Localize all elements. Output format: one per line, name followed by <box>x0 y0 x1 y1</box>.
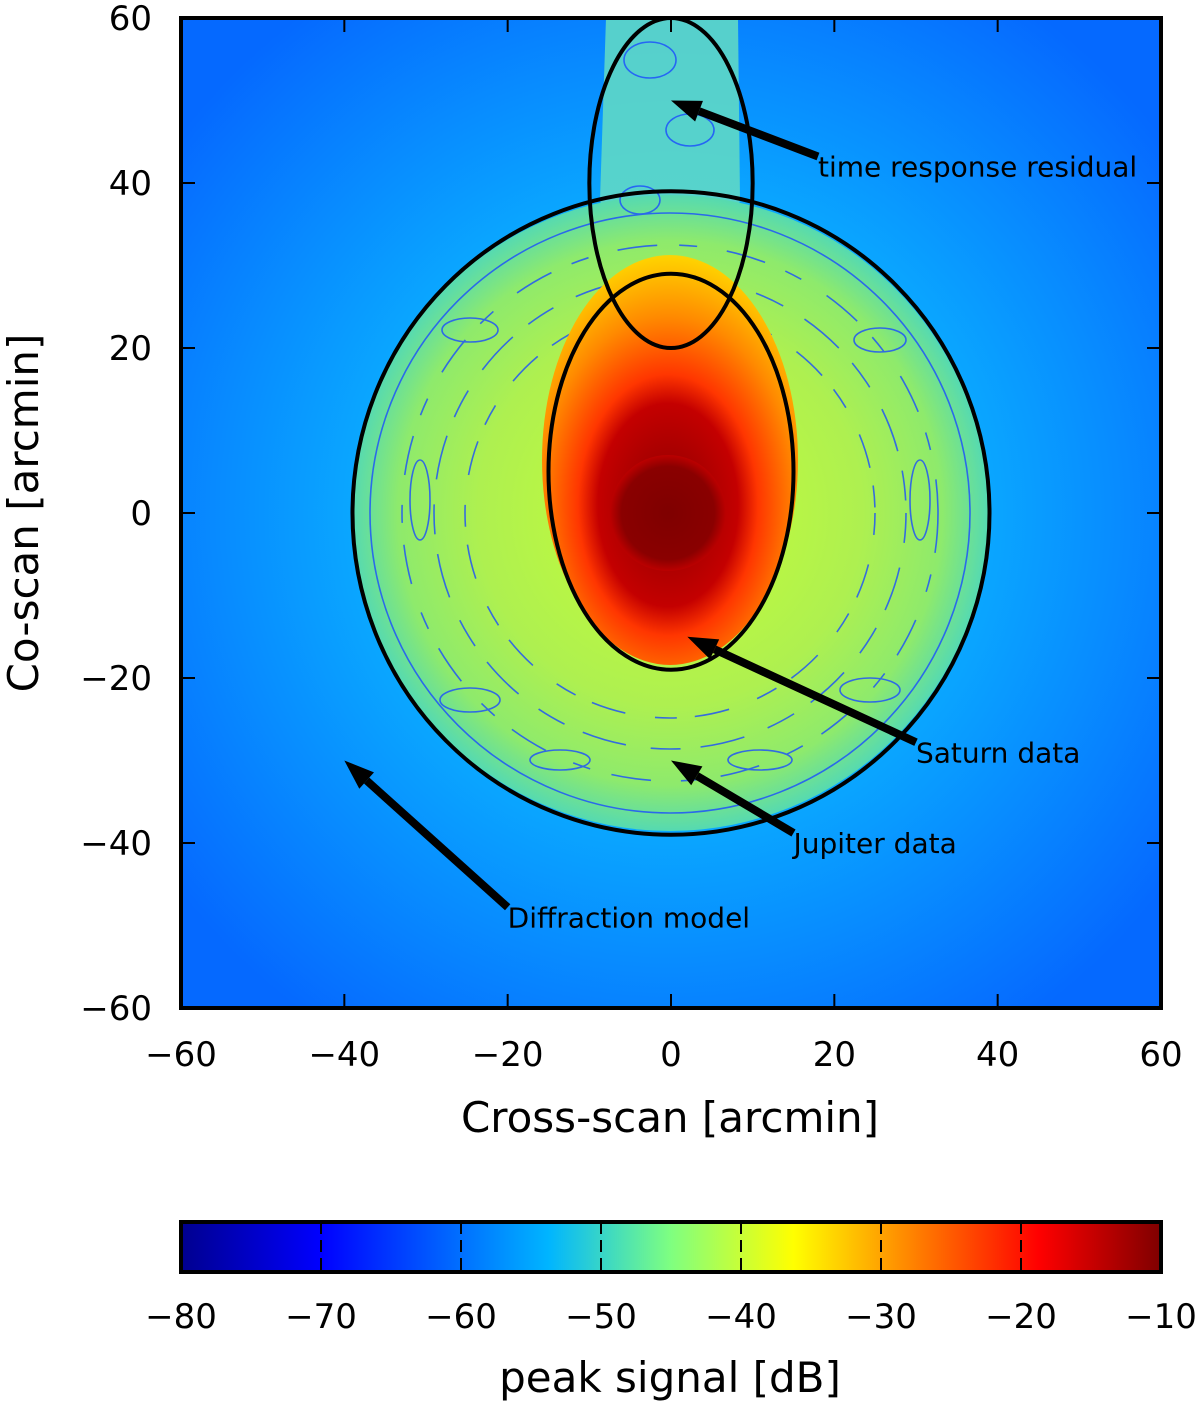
saturn-data-label: Saturn data <box>916 736 1080 769</box>
x-tick-label: 40 <box>976 1035 1019 1075</box>
diffraction-model-arrow <box>363 777 511 911</box>
time-response-residual-arrowhead <box>671 100 703 122</box>
diffraction-model-label: Diffraction model <box>508 901 750 934</box>
y-tick-label: 60 <box>109 0 152 39</box>
y-tick-label: −20 <box>80 659 152 699</box>
annotations: time response residual Saturn data Jupiter… <box>344 100 1137 934</box>
colorbar <box>179 1220 1163 1274</box>
y-tick-label: −40 <box>80 824 152 864</box>
diffraction-model-arrowhead <box>344 760 375 789</box>
colorbar-tick-label: −20 <box>985 1297 1057 1337</box>
jupiter-data-arrow <box>694 772 796 837</box>
y-tick-label: −60 <box>80 989 152 1029</box>
colorbar-tick-label: −60 <box>425 1297 497 1337</box>
jupiter-data-arrowhead <box>671 760 703 786</box>
x-tick-label: 0 <box>660 1035 682 1075</box>
axis-ticks <box>180 17 1162 1009</box>
colorbar-tick-label: −50 <box>565 1297 637 1337</box>
colorbar-tick-label: −70 <box>285 1297 357 1337</box>
heatmap-image <box>181 18 1161 1008</box>
y-tick-label: 40 <box>109 164 152 204</box>
x-tick-label: 60 <box>1139 1035 1182 1075</box>
jupiter-data-label: Jupiter data <box>792 827 957 860</box>
colorbar-tick-labels: −80 −70 −60 −50 −40 −30 −20 −10 <box>145 1297 1197 1337</box>
colorbar-tick-label: −40 <box>705 1297 777 1337</box>
main-beam-core <box>610 455 726 571</box>
saturn-data-arrowhead <box>687 636 720 660</box>
time-response-residual-label: time response residual <box>818 151 1137 184</box>
y-axis-title: Co-scan [arcmin] <box>0 334 48 693</box>
colorbar-tick-label: −30 <box>845 1297 917 1337</box>
x-tick-label: −20 <box>472 1035 544 1075</box>
colorbar-tick-label: −10 <box>1125 1297 1197 1337</box>
time-response-residual-arrow <box>697 107 820 161</box>
colorbar-ticks <box>320 1222 1022 1272</box>
colorbar-tick-label: −80 <box>145 1297 217 1337</box>
y-tick-label: 20 <box>109 329 152 369</box>
x-tick-label: 20 <box>813 1035 856 1075</box>
x-tick-label: −60 <box>145 1035 217 1075</box>
saturn-data-arrow <box>712 645 918 746</box>
x-tick-labels: −60 −40 −20 0 20 40 60 <box>145 1035 1183 1075</box>
y-tick-labels: −60 −40 −20 0 20 40 60 <box>80 0 152 1029</box>
jupiter-data-outline <box>350 189 992 837</box>
saturn-data-outline <box>546 271 796 672</box>
y-tick-label: 0 <box>130 494 152 534</box>
colorbar-title: peak signal [dB] <box>499 1353 841 1402</box>
x-axis-title: Cross-scan [arcmin] <box>461 1093 879 1142</box>
x-tick-label: −40 <box>308 1035 380 1075</box>
